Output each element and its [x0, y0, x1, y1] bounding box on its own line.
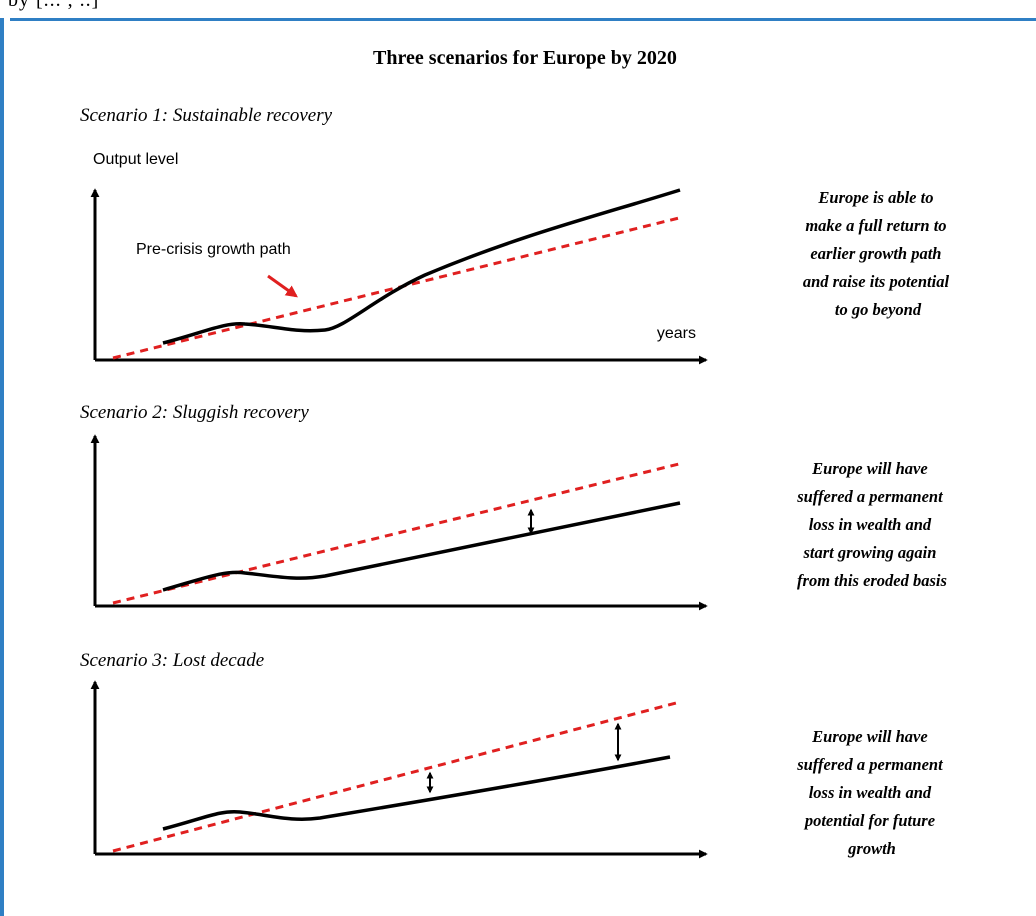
scenario-3-actual-output: [162, 755, 671, 831]
cropped-header: by [... , ..]: [0, 0, 1036, 20]
pre-crisis-callout: Pre-crisis growth path: [136, 241, 291, 258]
scenario-3-note: Europe will have suffered a permanent lo…: [796, 727, 947, 858]
scenario-2-pre-crisis-trend: [112, 461, 684, 605]
frame-top-border: [10, 18, 1036, 21]
scenario-2-note: Europe will have suffered a permanent lo…: [796, 459, 947, 590]
scenario-3-heading: Scenario 3: Lost decade: [80, 650, 264, 671]
scenario-2-panel: Scenario 2: Sluggish recovery Europe wil…: [80, 402, 947, 611]
x-axis-label: years: [657, 325, 696, 342]
scenario-3-panel: Scenario 3: Lost decade Europe will have…: [80, 650, 947, 859]
scenario-1-actual-output: [162, 188, 681, 345]
y-axis-label: Output level: [93, 151, 178, 168]
frame-left-border: [0, 18, 4, 916]
scenario-2-actual-output: [162, 501, 681, 592]
scenario-1-heading: Scenario 1: Sustainable recovery: [80, 105, 333, 126]
scenario-1-note: Europe is able to make a full return to …: [803, 188, 953, 319]
scenario-1-panel: Scenario 1: Sustainable recovery Output …: [80, 105, 953, 365]
cropped-header-text: by [... , ..]: [8, 0, 100, 11]
scenario-2-heading: Scenario 2: Sluggish recovery: [80, 402, 309, 423]
figure-title: Three scenarios for Europe by 2020: [373, 47, 677, 69]
scenario-3-pre-crisis-trend: [112, 701, 677, 853]
callout-arrow-icon: [267, 274, 298, 298]
